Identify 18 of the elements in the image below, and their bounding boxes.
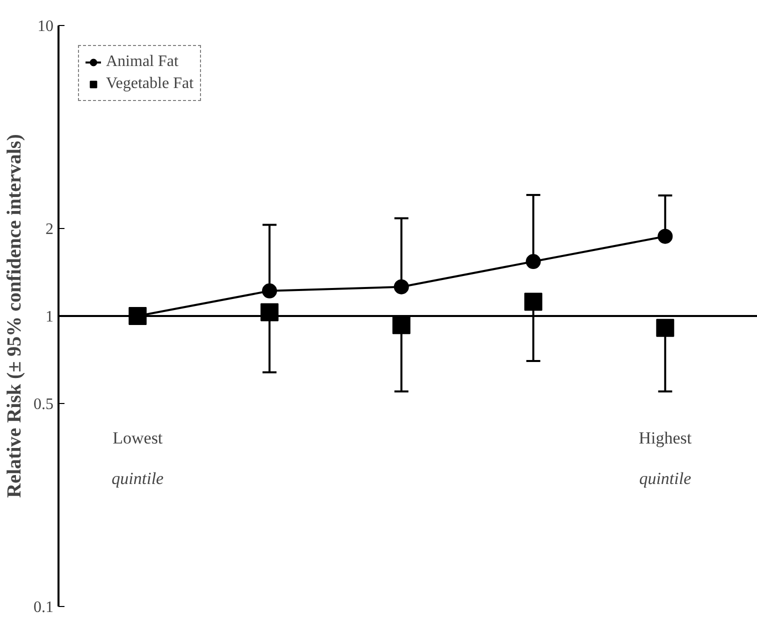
point xyxy=(394,279,409,294)
y-tick-label: 2 xyxy=(46,221,54,238)
point xyxy=(260,303,279,322)
point xyxy=(526,254,541,270)
y-axis-title: Relative Risk (± 95% confidence intervals) xyxy=(4,134,26,498)
text: Lowest quintile xyxy=(112,428,164,488)
point xyxy=(656,318,674,337)
y-tick-label: 1 xyxy=(46,308,54,326)
y-tick-label: 0.5 xyxy=(34,396,54,413)
point xyxy=(262,283,278,298)
y-tick-label: 10 xyxy=(38,18,54,35)
text: Highest quintile xyxy=(638,428,692,488)
point xyxy=(658,228,673,244)
point xyxy=(392,316,410,334)
legend-label: Vegetable Fat xyxy=(106,75,194,93)
point xyxy=(524,292,542,311)
legend-label: Animal Fat xyxy=(106,53,178,71)
y-tick-label: 0.1 xyxy=(34,599,54,616)
